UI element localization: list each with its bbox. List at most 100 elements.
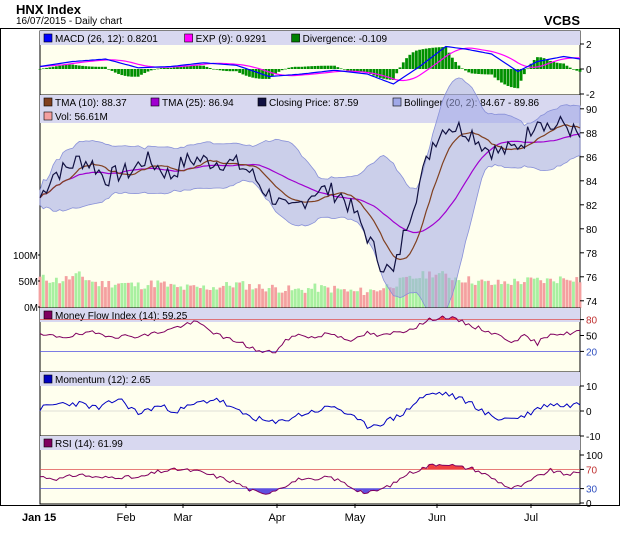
volume-bar (274, 287, 278, 308)
macd-divergence-bar (280, 69, 284, 71)
price-legend-label-tma25: TMA (25): 86.94 (162, 98, 234, 109)
macd-divergence-bar (522, 69, 526, 75)
volume-bar (225, 282, 228, 308)
volume-bar (208, 289, 212, 308)
volume-bar (555, 283, 559, 308)
macd-divergence-bar (408, 54, 412, 69)
macd-divergence-bar (107, 69, 111, 70)
macd-divergence-bar (198, 65, 202, 69)
volume-bar (460, 282, 464, 308)
macd-divergence-bar (352, 69, 356, 72)
macd-divergence-bar (90, 66, 94, 69)
volume-bar (313, 283, 317, 308)
macd-divergence-bar (490, 69, 494, 75)
volume-tick-label-2: 0M (24, 303, 38, 314)
volume-bar (231, 287, 235, 308)
volume-bar (198, 288, 202, 308)
volume-bar (48, 282, 52, 308)
volume-bar (234, 282, 238, 308)
macd-divergence-bar (117, 69, 120, 74)
volume-bar (552, 281, 556, 308)
momentum-y-tick-label-1: 0 (586, 407, 592, 418)
macd-divergence-bar (54, 66, 58, 69)
volume-bar (362, 295, 366, 308)
volume-bar (284, 290, 287, 308)
volume-bar (392, 288, 395, 308)
macd-divergence-bar (506, 69, 510, 86)
momentum-legend-swatch-mom (43, 374, 53, 384)
macd-divergence-bar (365, 69, 369, 73)
volume-bar (539, 280, 543, 308)
macd-divergence-bar (320, 65, 323, 69)
volume-bar (342, 289, 346, 308)
macd-divergence-bar (480, 69, 484, 75)
macd-legend-swatch-macd (43, 33, 53, 43)
price-legend-label-close: Closing Price: 87.59 (269, 98, 359, 109)
volume-bar (100, 281, 104, 308)
volume-bar (470, 283, 474, 308)
volume-bar (189, 285, 192, 308)
volume-bar (519, 284, 523, 308)
volume-bar (238, 282, 242, 308)
rsi-oversold-fill (247, 488, 513, 495)
volume-bar (74, 273, 78, 308)
volume-bar (248, 284, 251, 308)
macd-divergence-bar (575, 69, 579, 71)
macd-divergence-bar (562, 63, 566, 69)
macd-divergence-bar (251, 69, 255, 78)
volume-bar (500, 284, 503, 308)
price-legend-label-tma10: TMA (10): 88.37 (55, 98, 127, 109)
volume-bar (195, 286, 199, 308)
price-y-tick-label-7: 76 (586, 273, 598, 284)
macd-divergence-bar (38, 69, 42, 70)
macd-divergence-bar (225, 69, 228, 72)
tma25-line (39, 133, 581, 234)
volume-bar (558, 276, 562, 308)
macd-divergence-bar (401, 62, 405, 69)
macd-legend-label-div: Divergence: -0.109 (303, 34, 388, 45)
macd-divergence-bar (549, 60, 552, 69)
chart-subtitle: 16/07/2015 - Daily chart (16, 16, 123, 27)
macd-divergence-bar (395, 69, 399, 74)
volume-bar (153, 287, 156, 308)
volume-bar (113, 284, 117, 308)
macd-legend-swatch-div (291, 33, 300, 43)
volume-bar (287, 285, 291, 308)
volume-bar (261, 288, 264, 308)
volume-bar (382, 288, 386, 308)
macd-divergence-bar (568, 67, 572, 69)
macd-divergence-bar (77, 65, 81, 69)
momentum-y-tick-label-2: -10 (586, 432, 601, 443)
macd-divergence-bar (572, 69, 575, 70)
macd-divergence-bar (41, 68, 45, 70)
macd-divergence-bar (143, 69, 147, 74)
volume-bar (464, 282, 467, 308)
volume-bar (228, 285, 232, 308)
volume-bar (136, 282, 140, 308)
rsi-line (39, 463, 581, 495)
macd-divergence-bar (310, 66, 314, 69)
macd-divergence-bar (486, 69, 490, 75)
macd-divergence-bar (392, 69, 395, 80)
volume-bar (516, 281, 520, 308)
volume-bar (117, 283, 120, 308)
macd-divergence-bar (388, 69, 392, 80)
x-tick-label-3: Apr (268, 512, 285, 524)
macd-divergence-bar (264, 69, 268, 79)
macd-divergence-bar (496, 69, 500, 81)
macd-divergence-bar (513, 69, 516, 88)
volume-bar (267, 288, 271, 308)
macd-divergence-bar (424, 48, 428, 69)
macd-divergence-bar (316, 65, 320, 69)
volume-bar (385, 284, 389, 308)
rsi-legend-label-rsi: RSI (14): 61.99 (55, 439, 123, 450)
volume-bar (388, 287, 392, 308)
volume-bar (290, 290, 294, 308)
volume-bar (90, 281, 94, 308)
macd-divergence-bar (94, 66, 98, 69)
macd-divergence-bar (297, 66, 300, 69)
macd-divergence-bar (306, 66, 310, 69)
macd-divergence-bar (441, 47, 444, 69)
macd-divergence-bar (277, 69, 281, 72)
